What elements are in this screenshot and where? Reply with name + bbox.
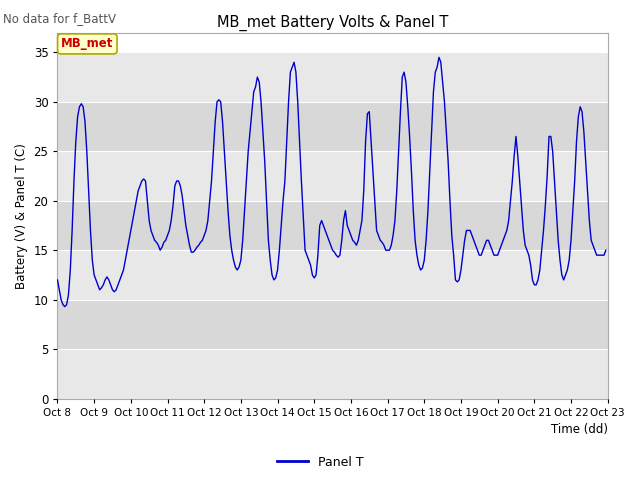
X-axis label: Time (dd): Time (dd) xyxy=(550,423,608,436)
Bar xyxy=(58,52,608,102)
Title: MB_met Battery Volts & Panel T: MB_met Battery Volts & Panel T xyxy=(217,15,448,31)
Bar xyxy=(58,349,608,398)
Bar xyxy=(58,201,608,250)
Legend: Panel T: Panel T xyxy=(271,451,369,474)
Bar xyxy=(58,151,608,201)
Text: No data for f_BattV: No data for f_BattV xyxy=(3,12,116,25)
Y-axis label: Battery (V) & Panel T (C): Battery (V) & Panel T (C) xyxy=(15,143,28,288)
Bar xyxy=(58,102,608,151)
Text: MB_met: MB_met xyxy=(61,37,113,50)
Bar xyxy=(58,250,608,300)
Bar xyxy=(58,300,608,349)
